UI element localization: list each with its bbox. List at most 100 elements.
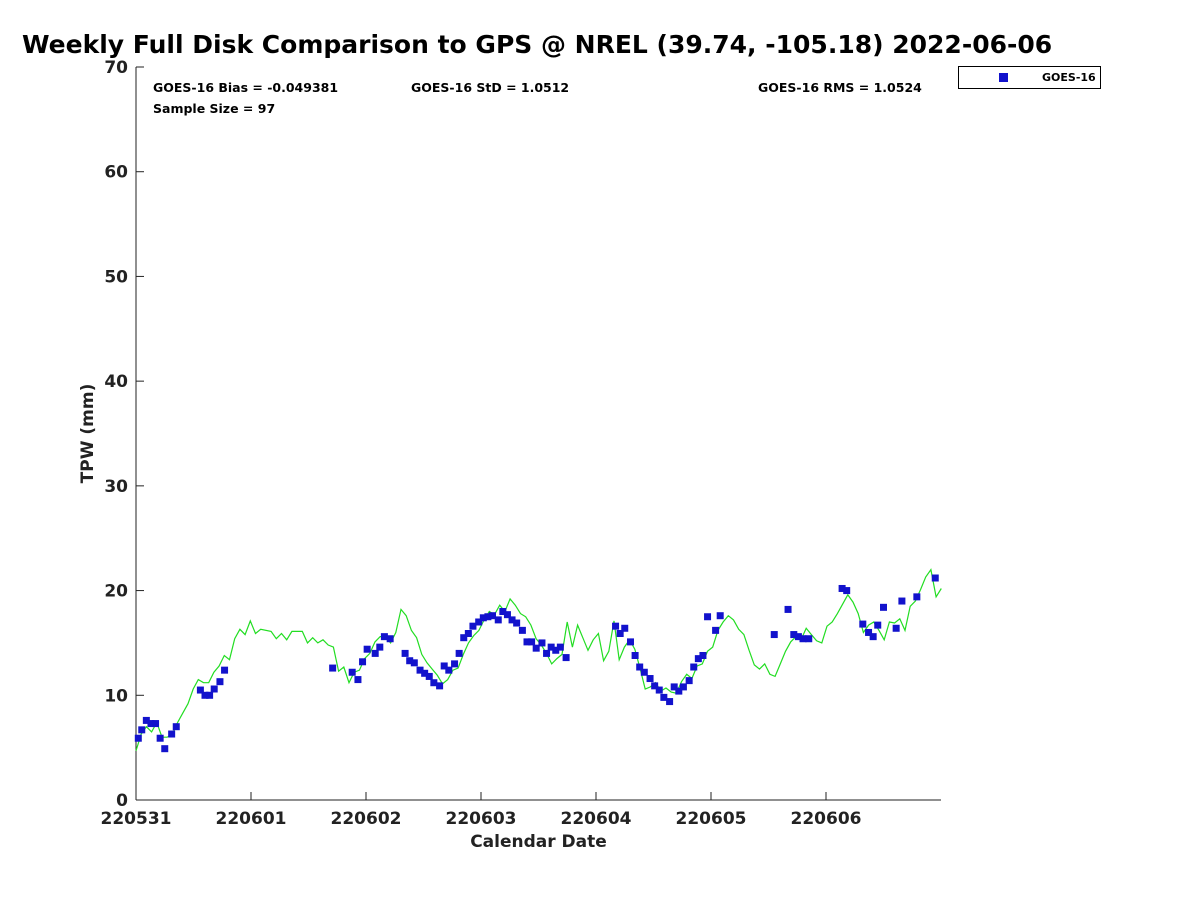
y-tick-label: 40 xyxy=(104,372,128,392)
goes16-data-point xyxy=(359,658,367,666)
goes16-data-point xyxy=(371,649,379,657)
goes16-data-point xyxy=(494,616,502,624)
goes16-data-point xyxy=(410,659,418,667)
goes16-data-point xyxy=(646,675,654,683)
goes16-data-point xyxy=(386,635,394,643)
goes16-data-point xyxy=(138,726,146,734)
goes16-data-point xyxy=(631,651,639,659)
goes16-data-point xyxy=(499,608,507,616)
goes16-data-point xyxy=(880,603,887,611)
goes16-data-point xyxy=(221,666,229,674)
x-tick-label: 220605 xyxy=(676,809,747,829)
x-tick-label: 220601 xyxy=(216,809,287,829)
goes16-data-point xyxy=(416,666,424,674)
goes16-data-point xyxy=(666,698,674,706)
goes16-data-point xyxy=(206,691,214,699)
goes16-data-point xyxy=(532,644,540,652)
bias-stat: GOES-16 Bias = -0.049381 xyxy=(153,80,339,95)
y-tick-label: 70 xyxy=(104,58,128,78)
goes16-data-point xyxy=(616,630,624,638)
goes16-data-point xyxy=(931,574,939,582)
y-tick-label: 50 xyxy=(104,267,128,287)
goes16-data-point xyxy=(172,723,180,731)
goes16-data-point xyxy=(543,649,551,657)
goes16-data-point xyxy=(523,638,531,646)
goes16-data-point xyxy=(196,686,204,694)
goes16-data-point xyxy=(451,660,459,668)
goes16-data-point xyxy=(147,720,155,728)
goes16-data-point xyxy=(538,639,546,647)
goes16-data-point xyxy=(547,643,555,651)
goes16-data-point xyxy=(640,668,648,676)
goes16-data-point xyxy=(699,651,707,659)
y-tick-label: 0 xyxy=(116,791,128,811)
goes16-data-point xyxy=(440,662,448,670)
legend-label-goes16: GOES-16 xyxy=(1042,71,1096,84)
goes16-data-point xyxy=(712,626,720,634)
x-axis-title: Calendar Date xyxy=(470,832,607,852)
goes16-data-point xyxy=(636,663,644,671)
x-tick-label: 220603 xyxy=(446,809,517,829)
rms-stat: GOES-16 RMS = 1.0524 xyxy=(758,80,922,95)
goes16-data-point xyxy=(518,626,526,634)
goes16-data-point xyxy=(675,687,683,695)
goes16-data-point xyxy=(380,633,388,641)
goes16-data-point xyxy=(838,584,846,592)
goes16-data-point xyxy=(436,682,444,690)
goes16-data-point xyxy=(363,645,371,653)
goes16-data-point xyxy=(874,621,882,629)
goes16-data-point xyxy=(460,634,468,642)
goes16-data-point xyxy=(556,643,564,651)
goes16-data-point xyxy=(508,616,516,624)
goes16-data-point xyxy=(425,672,433,680)
goes16-data-point xyxy=(513,619,521,627)
x-tick-label: 220602 xyxy=(331,809,402,829)
goes16-data-point xyxy=(784,605,792,613)
goes16-data-point xyxy=(469,622,477,630)
goes16-data-point xyxy=(770,631,778,639)
goes16-data-point xyxy=(794,633,802,641)
goes16-data-point xyxy=(670,683,678,691)
goes16-data-point xyxy=(406,657,414,665)
goes16-data-point xyxy=(421,669,429,677)
sample-size-stat: Sample Size = 97 xyxy=(153,101,276,116)
y-tick-label: 30 xyxy=(104,477,128,497)
y-tick-label: 10 xyxy=(104,686,128,706)
goes16-data-point xyxy=(156,734,164,742)
goes16-data-point xyxy=(685,677,693,685)
goes16-data-point xyxy=(805,635,813,643)
goes16-data-point xyxy=(329,664,337,672)
goes16-data-point xyxy=(716,612,724,620)
goes16-data-point xyxy=(869,633,877,641)
goes16-data-point xyxy=(865,628,873,636)
x-tick-label: 220604 xyxy=(561,809,632,829)
legend: GOES-16 xyxy=(958,66,1101,89)
goes16-data-point xyxy=(479,614,487,622)
goes16-data-point xyxy=(859,620,867,628)
goes16-data-point xyxy=(655,686,663,694)
goes16-data-point xyxy=(503,611,511,619)
goes16-data-point xyxy=(464,630,472,638)
goes16-data-point xyxy=(799,635,807,643)
goes16-data-point xyxy=(694,655,702,663)
goes16-data-point xyxy=(627,638,634,646)
goes16-data-point xyxy=(898,597,906,605)
x-tick-label: 220531 xyxy=(101,809,172,829)
goes16-data-point xyxy=(651,682,659,690)
goes16-data-point xyxy=(152,720,160,728)
gps-series-line xyxy=(135,568,942,751)
goes16-data-point xyxy=(161,745,169,753)
goes16-data-point xyxy=(134,734,142,742)
y-axis-title: TPW (mm) xyxy=(78,384,98,484)
goes16-data-point xyxy=(660,693,668,701)
goes16-data-point xyxy=(621,624,629,632)
goes16-data-point xyxy=(562,654,570,662)
goes16-data-point xyxy=(528,638,536,646)
goes16-data-point xyxy=(201,691,209,699)
goes16-data-point xyxy=(142,716,150,724)
goes16-data-point xyxy=(843,587,851,595)
y-tick-label: 20 xyxy=(104,582,128,602)
goes16-data-point xyxy=(892,624,900,632)
goes16-data-point xyxy=(484,613,492,621)
goes16-data-point xyxy=(704,613,712,621)
